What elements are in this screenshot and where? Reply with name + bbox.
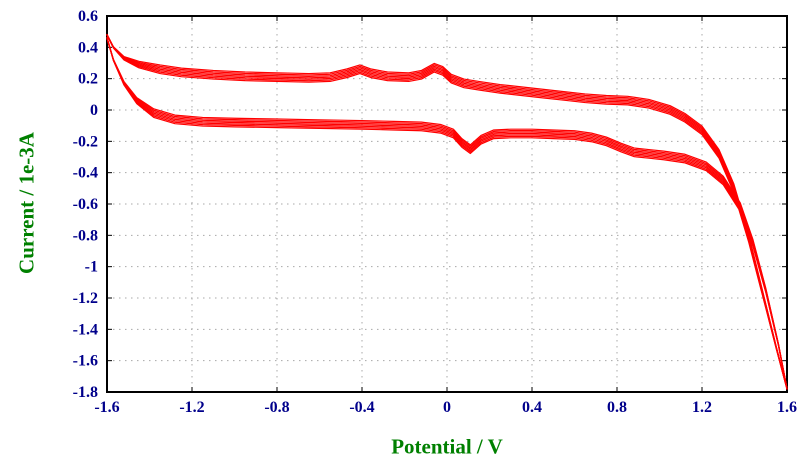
y-tick-label: 0.2 xyxy=(78,71,98,88)
y-tick-label: -1.6 xyxy=(73,353,98,370)
x-tick-label: 0.8 xyxy=(607,399,627,416)
cv-curve-cycle xyxy=(106,34,788,390)
x-tick-label: 1.6 xyxy=(777,399,797,416)
y-axis-title: Current / 1e-3A xyxy=(14,132,39,274)
y-tick-label: 0.6 xyxy=(78,8,98,25)
x-tick-label: 0 xyxy=(443,399,451,416)
y-tick-label: -1.8 xyxy=(73,384,98,401)
y-tick-label: -0.2 xyxy=(73,133,98,150)
x-tick-label: -0.4 xyxy=(349,399,374,416)
y-tick-label: 0 xyxy=(90,102,98,119)
x-tick-label: -1.6 xyxy=(94,399,119,416)
y-tick-label: -0.6 xyxy=(73,196,98,213)
x-tick-label: -0.8 xyxy=(264,399,289,416)
y-tick-label: 0.4 xyxy=(78,39,98,56)
y-tick-label: -0.4 xyxy=(73,165,98,182)
x-tick-label: 0.4 xyxy=(522,399,542,416)
y-tick-label: -1.2 xyxy=(73,290,98,307)
cv-curve-cycle xyxy=(106,34,788,390)
x-tick-label: -1.2 xyxy=(179,399,204,416)
cv-curve-cycle xyxy=(106,33,788,390)
y-tick-label: -1.4 xyxy=(73,321,98,338)
y-tick-label: -0.8 xyxy=(73,227,98,244)
cv-curve-cycle xyxy=(106,33,788,390)
y-tick-label: -1 xyxy=(85,259,98,276)
x-tick-label: 1.2 xyxy=(692,399,712,416)
x-axis-title: Potential / V xyxy=(391,434,503,459)
